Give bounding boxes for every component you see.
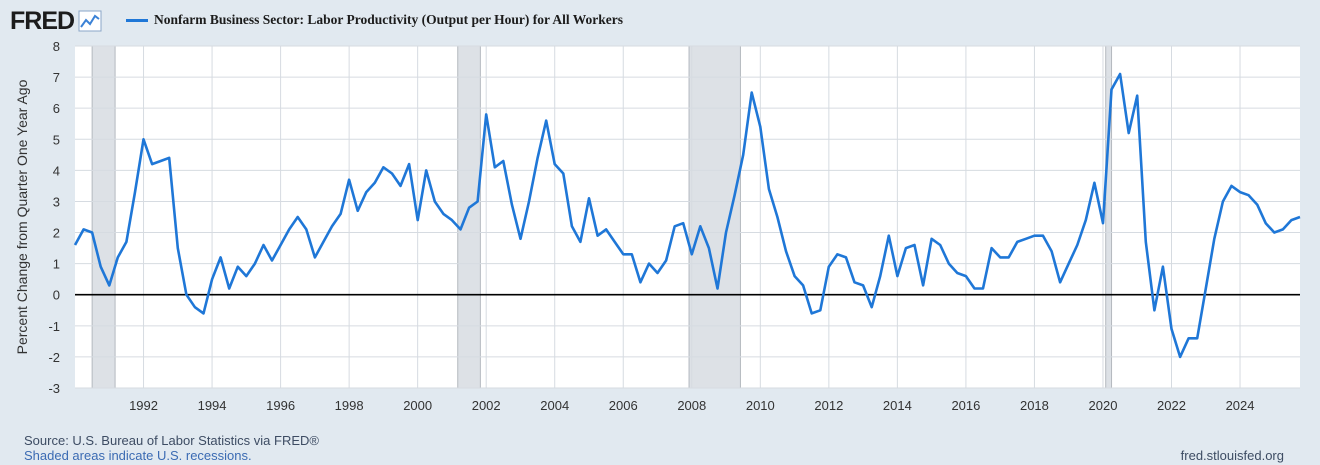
y-tick-label: 1 (53, 257, 60, 272)
fred-logo[interactable]: FRED (10, 6, 102, 36)
x-tick-label: 2000 (403, 398, 432, 413)
fred-logo-text: FRED (10, 6, 75, 35)
y-tick-label: 6 (53, 101, 60, 116)
site-url[interactable]: fred.stlouisfed.org (1180, 448, 1284, 463)
y-tick-label: 0 (53, 288, 60, 303)
legend-swatch (126, 18, 148, 22)
x-tick-label: 1998 (335, 398, 364, 413)
y-tick-label: -2 (48, 350, 60, 365)
x-tick-label: 2024 (1226, 398, 1255, 413)
y-tick-label: -3 (48, 381, 60, 396)
x-tick-label: 2022 (1157, 398, 1186, 413)
line-chart: 8 7 6 5 4 3 2 1 0 -1 -2 -3 1992 1994 1996 1998 2000 2002 2… (14, 39, 1301, 413)
plot-area (75, 46, 1300, 388)
x-tick-label: 2014 (883, 398, 912, 413)
recession-band (688, 45, 741, 389)
x-tick-label: 1996 (266, 398, 295, 413)
x-tick-label: 2018 (1020, 398, 1049, 413)
x-tick-label: 2004 (540, 398, 569, 413)
x-tick-label: 1994 (198, 398, 227, 413)
y-tick-label: -1 (48, 319, 60, 334)
chart-line-icon (78, 10, 102, 32)
y-axis-label: Percent Change from Quarter One Year Ago (14, 79, 30, 354)
x-tick-label: 2002 (472, 398, 501, 413)
source-text: Source: U.S. Bureau of Labor Statistics … (24, 433, 319, 448)
y-tick-label: 5 (53, 132, 60, 147)
series-line (73, 72, 1301, 359)
x-tick-label: 2008 (677, 398, 706, 413)
recession-band (91, 45, 116, 389)
x-tick-label: 2016 (951, 398, 980, 413)
recession-note: Shaded areas indicate U.S. recessions. (24, 448, 252, 463)
x-tick-label: 2020 (1089, 398, 1118, 413)
x-tick-label: 2012 (814, 398, 843, 413)
x-tick-label: 2006 (609, 398, 638, 413)
recession-band (457, 45, 481, 389)
legend-label: Nonfarm Business Sector: Labor Productiv… (154, 12, 623, 27)
chart-legend: Nonfarm Business Sector: Labor Productiv… (126, 12, 623, 28)
y-tick-label: 8 (53, 39, 60, 54)
y-tick-label: 4 (53, 163, 60, 178)
y-tick-label: 3 (53, 194, 60, 209)
x-tick-label: 1992 (129, 398, 158, 413)
y-tick-label: 7 (53, 70, 60, 85)
y-tick-label: 2 (53, 226, 60, 241)
x-tick-label: 2010 (746, 398, 775, 413)
